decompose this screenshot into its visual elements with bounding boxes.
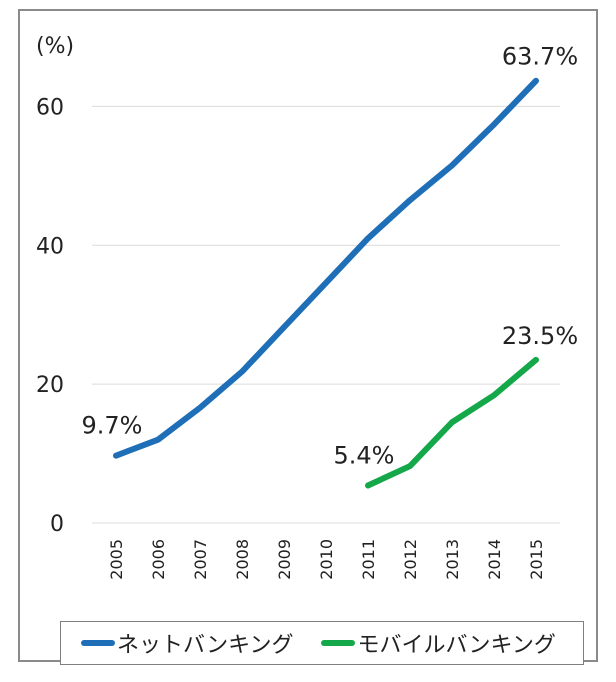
x-tick-label-2015: 2015: [527, 539, 546, 580]
y-tick-label-60: 60: [36, 95, 64, 120]
legend-label-mobile-banking: モバイルバンキング: [357, 633, 556, 658]
x-tick-label-2007: 2007: [191, 539, 210, 580]
data-labels: 9.7% 63.7% 5.4% 23.5%: [82, 43, 579, 470]
y-tick-label-0: 0: [50, 512, 64, 537]
series-lines: [113, 77, 539, 489]
y-tick-label-40: 40: [36, 234, 64, 259]
chart-frame: (%) 0 20 40 60 2005 2006 2007 2008 2009 2010 2011…: [18, 9, 598, 665]
x-tick-label-2012: 2012: [401, 539, 420, 580]
legend-label-net-banking: ネットバンキング: [117, 633, 294, 658]
x-tick-label-2005: 2005: [107, 539, 126, 580]
x-tick-label-2013: 2013: [443, 539, 462, 580]
data-label-0-0: 9.7%: [82, 412, 143, 440]
x-tick-label-2014: 2014: [485, 539, 504, 580]
x-tick-label-2006: 2006: [149, 539, 168, 580]
legend-swatch-net-banking: [81, 640, 115, 646]
data-label-1-10: 23.5%: [502, 322, 578, 350]
x-tick-label-2011: 2011: [359, 539, 378, 580]
legend: ネットバンキング モバイルバンキング: [60, 621, 584, 665]
legend-item-mobile-banking: モバイルバンキング: [321, 627, 556, 659]
legend-item-net-banking: ネットバンキング: [81, 627, 293, 659]
x-axis: 2005 2006 2007 2008 2009 2010 2011 2012 2013 2014…: [107, 539, 546, 580]
series-line-0: [113, 77, 539, 459]
data-label-0-10: 63.7%: [502, 43, 578, 71]
line-chart: (%) 0 20 40 60 2005 2006 2007 2008 2009 2010 2011…: [36, 34, 579, 580]
series-line-1: [365, 356, 539, 489]
y-unit-label: (%): [36, 34, 74, 59]
gridlines: [92, 105, 560, 524]
x-tick-label-2008: 2008: [233, 539, 252, 580]
data-label-1-6: 5.4%: [334, 442, 395, 470]
y-axis: 0 20 40 60: [36, 95, 64, 537]
legend-swatch-mobile-banking: [321, 640, 356, 646]
x-tick-label-2009: 2009: [275, 539, 294, 580]
y-tick-label-20: 20: [36, 373, 64, 398]
x-tick-label-2010: 2010: [317, 539, 336, 580]
